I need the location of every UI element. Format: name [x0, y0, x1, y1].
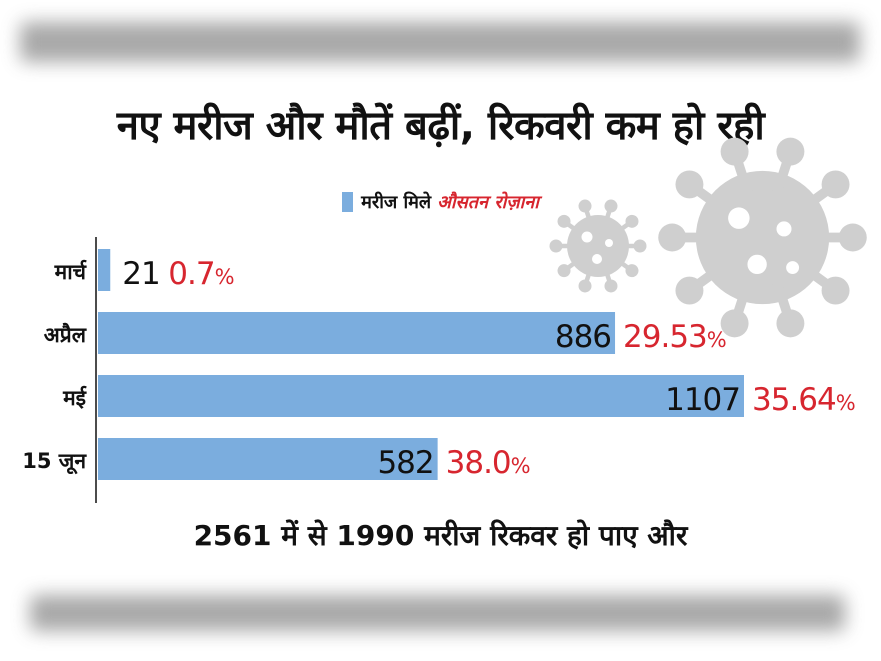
- value-label: 886: [555, 319, 611, 355]
- category-label: 15 जून: [22, 449, 87, 475]
- value-label: 582: [377, 445, 433, 481]
- value-label: 1107: [665, 382, 740, 418]
- category-label: मई: [62, 385, 87, 410]
- footer-caption: 2561 में से 1990 मरीज रिकवर हो पाए और: [193, 519, 688, 552]
- legend-label-daily-average: औसतन रोज़ाना: [437, 192, 539, 213]
- percent-label: 0.7%: [168, 256, 233, 292]
- chart-title: नए मरीज और मौतें बढ़ीं, रिकवरी कम हो रही: [116, 103, 765, 149]
- legend-swatch-patients: [342, 192, 354, 212]
- percent-label: 29.53%: [623, 319, 726, 355]
- legend: मरीज मिले औसतन रोज़ाना: [0, 190, 881, 214]
- percent-label: 35.64%: [752, 382, 855, 418]
- bar-2: [98, 375, 744, 417]
- bar-1: [98, 312, 616, 354]
- percent-label: 38.0%: [446, 445, 530, 481]
- bar-3: [98, 438, 438, 480]
- bar-0: [98, 249, 111, 291]
- category-label: अप्रैल: [44, 322, 87, 347]
- blurred-footer-band: [0, 575, 881, 661]
- virus-small-icon: [549, 199, 647, 293]
- category-label: मार्च: [54, 259, 88, 284]
- virus-large-icon: [658, 137, 867, 338]
- value-label: 21: [122, 256, 159, 292]
- blurred-header-band: [0, 0, 881, 78]
- legend-label-patients: मरीज मिले: [361, 192, 432, 213]
